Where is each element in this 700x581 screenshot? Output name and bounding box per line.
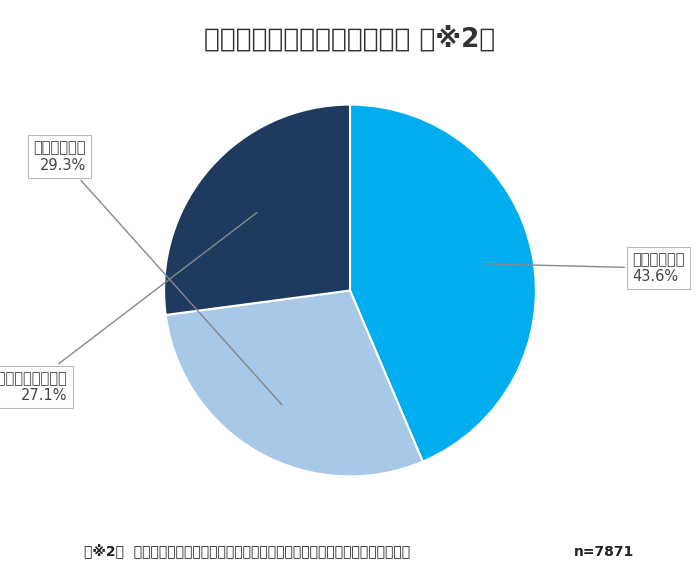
Wedge shape [350,105,536,461]
Text: n=7871: n=7871 [574,545,634,559]
Wedge shape [164,105,350,315]
Text: 利用意向なし
29.3%: 利用意向なし 29.3% [34,141,282,405]
Text: どちらともいえない
27.1%: どちらともいえない 27.1% [0,213,257,403]
Text: カーリース利用意向調査結果 （※2）: カーリース利用意向調査結果 （※2） [204,26,496,53]
Wedge shape [166,290,423,476]
Text: （※2）  カーリースのサービス内容を確認いただいた上での回答結果となります。: （※2） カーリースのサービス内容を確認いただいた上での回答結果となります。 [84,544,410,559]
Text: 利用意向あり
43.6%: 利用意向あり 43.6% [484,252,685,284]
